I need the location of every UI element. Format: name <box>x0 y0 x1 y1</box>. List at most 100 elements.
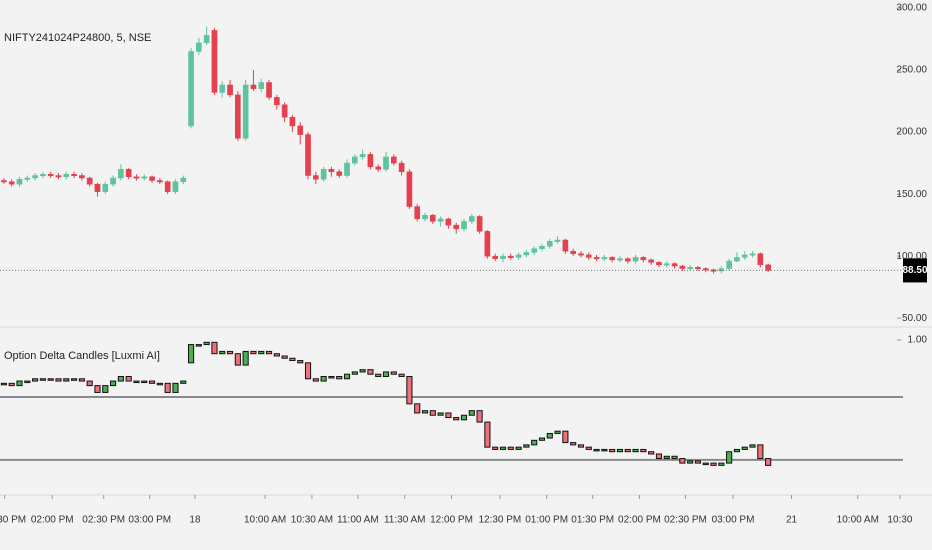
candle-body <box>531 439 538 446</box>
candle-body <box>266 82 272 98</box>
candle-body <box>39 378 46 381</box>
candle-body <box>16 380 23 387</box>
candle-body <box>187 344 195 364</box>
candle-body <box>367 369 374 375</box>
candle-body <box>196 42 202 52</box>
candle-body <box>242 350 249 366</box>
candle-body <box>538 437 546 441</box>
candle-body <box>601 257 608 260</box>
candle-body <box>734 257 740 262</box>
candle-body <box>110 177 116 185</box>
candle-body <box>554 430 561 434</box>
candle-body <box>352 156 358 164</box>
y-tick-label: 300.00 <box>896 3 927 14</box>
candle-body <box>16 178 23 185</box>
x-tick-label: 02:00 PM <box>31 515 74 526</box>
candle-body <box>429 410 436 416</box>
candle-body <box>250 350 257 355</box>
candle-body <box>741 446 748 450</box>
candle-body <box>507 446 514 450</box>
y-tick-label: 50.00 <box>902 313 927 324</box>
candle-body <box>281 104 288 118</box>
candle-body <box>492 255 499 259</box>
candle-body <box>445 218 452 226</box>
candle-body <box>24 177 31 180</box>
candle-body <box>172 181 179 192</box>
candle-body <box>40 174 46 177</box>
candle-body <box>695 267 701 270</box>
candle-body <box>219 84 226 93</box>
x-tick-label: 11:00 AM <box>337 515 379 526</box>
candle-body <box>687 267 693 270</box>
x-tick-label: 12:30 PM <box>478 515 521 526</box>
candle-body <box>211 30 218 93</box>
candle-body <box>757 253 764 266</box>
candle-body <box>468 410 475 416</box>
candle-body <box>359 154 366 158</box>
candle-body <box>694 460 702 464</box>
candle-body <box>492 446 499 450</box>
candle-body <box>765 264 771 271</box>
candle-body <box>305 134 311 176</box>
candle-body <box>94 183 101 192</box>
candle-body <box>624 258 631 262</box>
candle-body <box>281 355 288 359</box>
candle-body <box>414 403 421 414</box>
y-tick-label: 1.00 <box>908 335 928 346</box>
candle-body <box>0 382 7 386</box>
candle-body <box>250 84 257 89</box>
candle-body <box>414 206 421 220</box>
candle-body <box>110 380 117 387</box>
candle-body <box>297 125 304 135</box>
candle-body <box>671 263 678 267</box>
candle-body <box>546 432 553 439</box>
candle-body <box>273 353 280 357</box>
candle-body <box>359 369 366 373</box>
x-tick-label: 03:00 PM <box>128 515 171 526</box>
x-tick-label: 02:30 PM <box>82 515 125 526</box>
candle-body <box>749 253 756 256</box>
candle-body <box>499 446 507 450</box>
candle-body <box>733 448 741 453</box>
candle-body <box>8 382 15 387</box>
candle-body <box>304 362 312 380</box>
candle-body <box>133 176 140 179</box>
candle-body <box>539 245 545 249</box>
x-tick-label: 01:30 PM <box>571 515 614 526</box>
candle-body <box>289 357 296 362</box>
x-tick-label: 01:00 PM <box>525 515 568 526</box>
x-tick-label: 10:00 AM <box>837 515 879 526</box>
candle-body <box>507 255 514 258</box>
x-tick-label: 10:00 AM <box>244 515 286 526</box>
candle-body <box>656 262 662 266</box>
candle-body <box>297 360 304 364</box>
candle-body <box>710 462 717 466</box>
candle-body <box>164 382 171 393</box>
candle-body <box>86 177 93 185</box>
candle-body <box>554 239 561 242</box>
candle-body <box>562 430 569 444</box>
candle-body <box>1 180 7 183</box>
candle-body <box>148 380 156 384</box>
candle-body <box>648 451 655 455</box>
candle-body <box>274 97 280 106</box>
candle-body <box>429 214 436 222</box>
candle-body <box>336 375 343 380</box>
candle-body <box>515 446 522 450</box>
candle-body <box>47 174 54 177</box>
candle-body <box>258 82 265 89</box>
candle-body <box>585 446 592 450</box>
candle-body <box>679 265 686 269</box>
candle-body <box>398 162 405 173</box>
candle-body <box>141 380 148 384</box>
candle-body <box>710 269 717 272</box>
candle-body <box>47 378 54 381</box>
candle-body <box>149 176 155 181</box>
x-tick-label: 18 <box>189 515 201 526</box>
candle-body <box>328 375 335 379</box>
indicator-title: Option Delta Candles [Luxmi AI] <box>4 350 160 362</box>
candle-body <box>312 378 319 382</box>
candle-body <box>320 169 327 180</box>
candle-body <box>617 258 623 261</box>
